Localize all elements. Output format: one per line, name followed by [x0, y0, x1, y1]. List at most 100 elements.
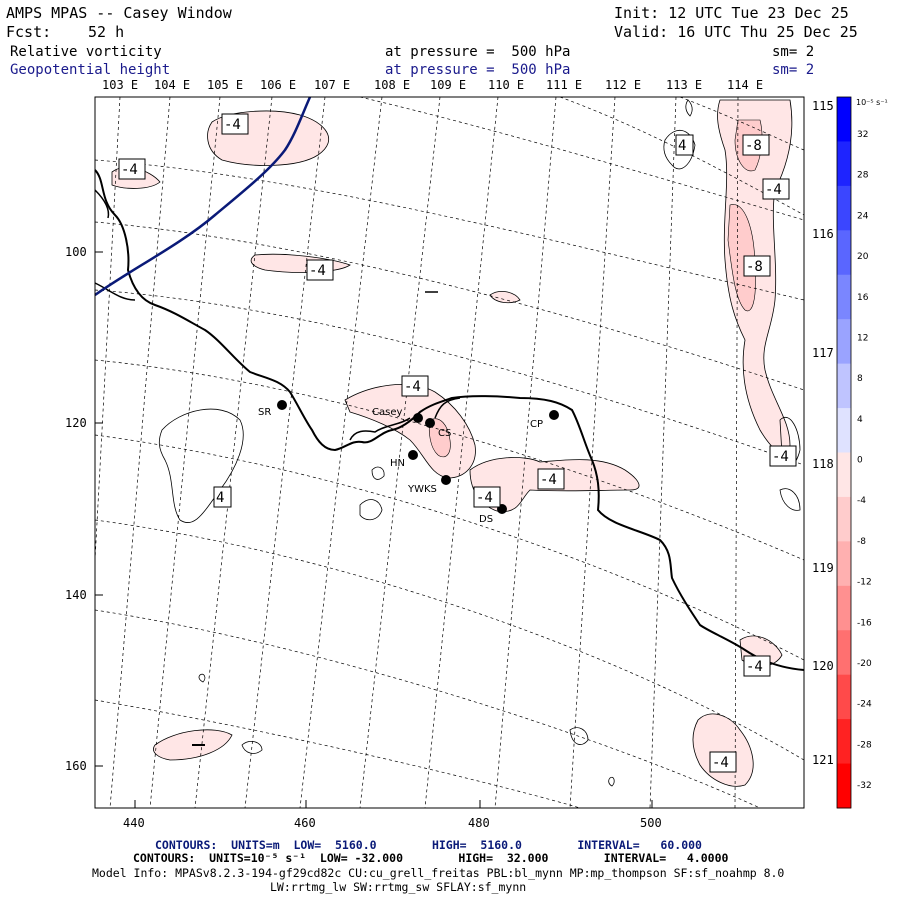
- colorbar-segment: [837, 719, 851, 765]
- colorbar-segment: [837, 363, 851, 409]
- colorbar-segment: [837, 185, 851, 231]
- station-dot-sr: [277, 400, 287, 410]
- x-tick-label: 440: [123, 816, 145, 830]
- colorbar: [837, 97, 851, 809]
- contour-label: -8: [746, 259, 763, 275]
- lon-top-label: 112 E: [605, 78, 641, 92]
- colorbar-tick-label: -4: [857, 496, 866, 506]
- colorbar-segment: [837, 585, 851, 631]
- contour-label: -4: [772, 449, 789, 465]
- station-label-hn: HN: [390, 458, 405, 469]
- station-label-cs: CS: [438, 428, 451, 439]
- field1-level: at pressure = 500 hPa: [385, 44, 571, 60]
- valid-time: Valid: 16 UTC Thu 25 Dec 25: [614, 23, 858, 41]
- contour-labels: -4 -4 -4 -4 4 -4 -4 -8 -8 -4 -4 -4 -4 4: [118, 113, 797, 773]
- station-label-cp: CP: [530, 419, 543, 430]
- colorbar-tick-label: -24: [857, 700, 872, 710]
- colorbar-tick-label: 8: [857, 374, 863, 384]
- colorbar-tick-label: 28: [857, 171, 869, 181]
- station-label-casey: Casey: [372, 407, 402, 418]
- lon-top-label: 110 E: [488, 78, 524, 92]
- station-label-sr: SR: [258, 407, 271, 418]
- station-label-ds: DS: [479, 514, 493, 525]
- forecast-label: Fcst:: [6, 23, 52, 41]
- lon-top-label: 106 E: [260, 78, 296, 92]
- station-dot-ywks: [441, 475, 451, 485]
- colorbar-segment: [837, 97, 851, 142]
- y-tick-label: 120: [65, 416, 87, 430]
- colorbar-tick-label: -20: [857, 659, 872, 669]
- colorbar-tick-label: 20: [857, 252, 869, 262]
- station-dot-casey: [413, 413, 423, 423]
- geopotential-contour-info: CONTOURS: UNITS=m LOW= 5160.0 HIGH= 5160…: [155, 838, 702, 852]
- colorbar-segment: [837, 763, 851, 809]
- forecast-hour: 52 h: [88, 23, 125, 41]
- lon-top-label: 107 E: [314, 78, 350, 92]
- colorbar-segment: [837, 274, 851, 320]
- x-tick-label: 500: [640, 816, 662, 830]
- colorbar-segment: [837, 230, 851, 276]
- colorbar-segment: [837, 541, 851, 587]
- colorbar-segment: [837, 496, 851, 542]
- contour-label: -8: [745, 138, 762, 154]
- station-dot-hn: [408, 450, 418, 460]
- lon-top-label: 111 E: [546, 78, 582, 92]
- colorbar-tick-label: -28: [857, 740, 872, 750]
- lon-top-label: 114 E: [727, 78, 763, 92]
- colorbar-segment: [837, 408, 851, 453]
- model-info: Model Info: MPASv8.2.3-194-gf29cd82c CU:…: [92, 866, 785, 880]
- x-tick-label: 480: [468, 816, 490, 830]
- station-markers: [277, 400, 559, 514]
- contour-label: 4: [678, 138, 686, 154]
- colorbar-segment: [837, 674, 851, 720]
- colorbar-segment: [837, 630, 851, 676]
- x-tick-label: 460: [294, 816, 316, 830]
- colorbar-tick-label: -16: [857, 618, 872, 628]
- contour-label: -4: [404, 379, 421, 395]
- colorbar-segment: [837, 452, 851, 498]
- colorbar-tick-label: 12: [857, 333, 868, 343]
- geopotential-contour: [94, 96, 312, 297]
- vorticity-contour-info: CONTOURS: UNITS=10⁻⁵ s⁻¹ LOW= -32.000 HI…: [133, 851, 729, 865]
- contour-label: -4: [309, 263, 326, 279]
- lon-top-label: 104 E: [154, 78, 190, 92]
- coastline: [94, 169, 805, 671]
- model-info-physics: LW:rrtmg_lw SW:rrtmg_sw SFLAY:sf_mynn: [270, 880, 527, 894]
- contour-label: -4: [224, 117, 241, 133]
- field2-level: at pressure = 500 hPa: [385, 62, 571, 78]
- y-tick-label: 100: [65, 245, 87, 259]
- plot-frame: [94, 96, 805, 809]
- colorbar-tick-label: 24: [857, 211, 869, 221]
- y-tick-label: 160: [65, 759, 87, 773]
- colorbar-segment: [837, 141, 851, 187]
- colorbar-unit: 10⁻⁵ s⁻¹: [856, 98, 888, 107]
- colorbar-tick-label: -8: [857, 537, 866, 547]
- field2-name: Geopotential height: [10, 62, 171, 78]
- colorbar-tick-label: 32: [857, 130, 868, 140]
- colorbar-segment: [837, 319, 851, 365]
- contour-label: 4: [216, 490, 224, 506]
- graticule: [94, 96, 805, 809]
- station-dot-cs: [425, 418, 435, 428]
- y-tick-label: 140: [65, 588, 87, 602]
- lon-top-label: 103 E: [102, 78, 138, 92]
- lon-top-label: 108 E: [374, 78, 410, 92]
- field2-smoothing: sm= 2: [772, 62, 815, 78]
- field1-name: Relative vorticity: [10, 44, 162, 60]
- lon-top-label: 105 E: [207, 78, 243, 92]
- colorbar-tick-label: 4: [857, 415, 863, 425]
- contour-label: -4: [746, 659, 763, 675]
- contour-label: -4: [121, 162, 138, 178]
- colorbar-tick-label: -32: [857, 781, 872, 791]
- contour-label: -4: [476, 490, 493, 506]
- colorbar-tick-label: 0: [857, 456, 863, 466]
- lon-top-label: 109 E: [430, 78, 466, 92]
- init-time: Init: 12 UTC Tue 23 Dec 25: [614, 4, 849, 22]
- colorbar-tick-label: -12: [857, 578, 872, 588]
- contour-label: -4: [712, 755, 729, 771]
- station-dot-cp: [549, 410, 559, 420]
- contour-label: -4: [540, 472, 557, 488]
- plot-title: AMPS MPAS -- Casey Window: [6, 4, 232, 22]
- field1-smoothing: sm= 2: [772, 44, 815, 60]
